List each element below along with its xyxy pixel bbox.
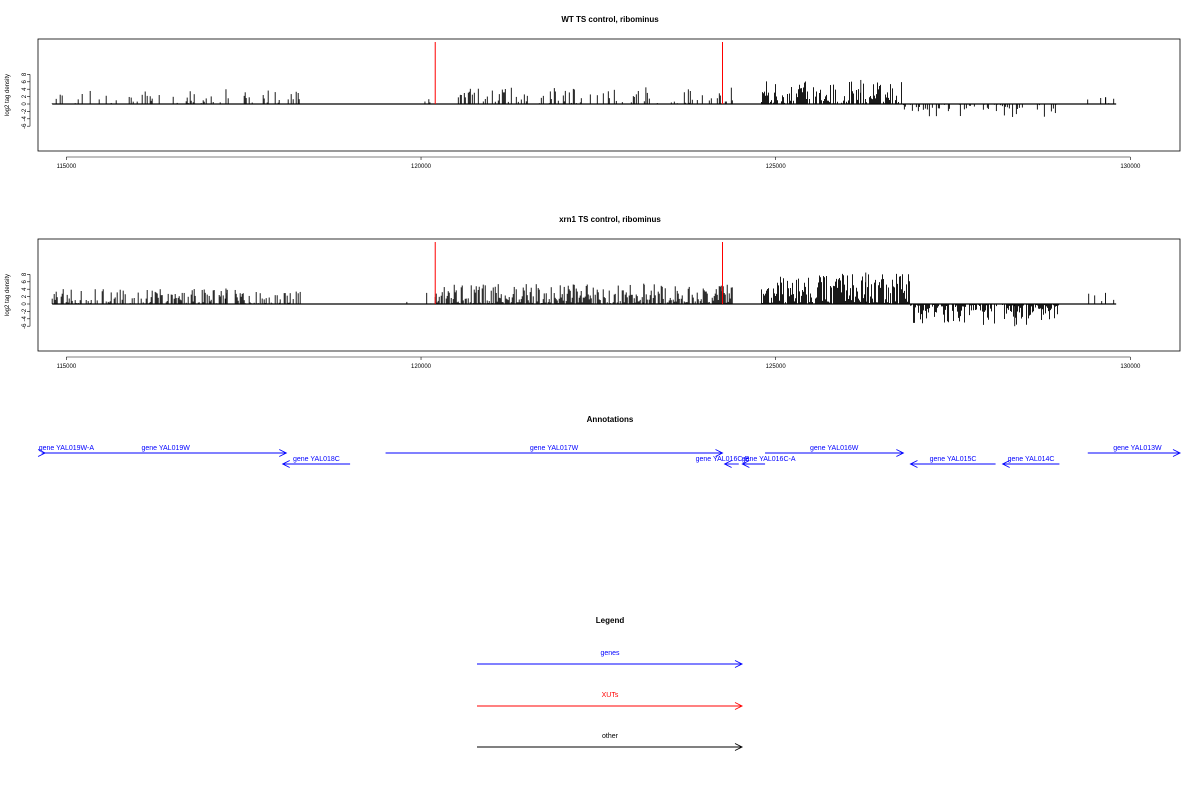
panel-1-plot: -6 -4-2 0 2 4 6 8 115000 120000 125000 130000 <box>22 42 1141 170</box>
gene-label: gene YAL014C <box>1008 456 1055 463</box>
legend-item-label: genes <box>600 650 620 657</box>
legend-item: XUTs <box>477 692 744 710</box>
y-tick-label: -4 <box>22 315 28 321</box>
y-tick-label: 2 <box>22 294 28 298</box>
y-tick-label: 0 <box>22 302 28 306</box>
x-tick-label: 120000 <box>411 164 432 170</box>
y-tick-label: 2 <box>22 94 28 98</box>
arrow-head <box>896 449 905 457</box>
gene-label: gene YAL016C-A <box>742 456 796 463</box>
y-tick-label: 4 <box>22 87 28 91</box>
y-tick-label: -2 <box>22 108 28 114</box>
y-tick-label: -6 <box>22 123 28 129</box>
x-tick-label: 130000 <box>1120 364 1141 370</box>
gene-label: gene YAL015C <box>930 456 977 463</box>
panel-2-ylabel: log2 tag density <box>5 274 11 316</box>
y-tick-label: 6 <box>22 79 28 83</box>
arrow-head <box>734 702 744 710</box>
arrow-head <box>281 460 290 468</box>
y-tick-label: 4 <box>22 287 28 291</box>
arrow-head <box>909 460 918 468</box>
panel-2-title: xrn1 TS control, ribominus <box>559 215 661 224</box>
gene-label: gene YAL016C-B <box>696 456 750 463</box>
x-tick-label: 130000 <box>1120 164 1141 170</box>
gene-annotation: gene YAL016W <box>765 445 905 457</box>
gene-label: gene YAL016W <box>810 445 859 452</box>
legend-item-label: other <box>602 733 619 740</box>
gene-annotation: gene YAL016C-B <box>696 456 750 468</box>
gene-annotations: gene YAL019W-A gene YAL019W gene YAL018C ge… <box>37 445 1182 468</box>
legend-item: other <box>477 733 744 751</box>
panel-2-frame <box>37 238 1181 352</box>
legend-item: genes <box>477 650 744 668</box>
gene-annotation: gene YAL015C <box>909 456 996 468</box>
gene-annotation: gene YAL016C-A <box>741 456 796 468</box>
gene-annotation: gene YAL014C <box>1001 456 1060 468</box>
legend-item-label: XUTs <box>602 692 619 699</box>
gene-annotation: gene YAL018C <box>281 456 351 468</box>
gene-label: gene YAL013W <box>1113 445 1162 452</box>
panel-1-frame <box>37 38 1181 152</box>
panel-1-ylabel: log2 tag density <box>5 74 11 116</box>
arrow-head <box>723 460 732 468</box>
panel-2-plot: -6 -4-2 0 2 4 6 8 115000 120000 125000 130000 <box>22 242 1141 370</box>
panel-1-title: WT TS control, ribominus <box>561 15 659 24</box>
legend: genes XUTs other <box>477 650 744 751</box>
arrow-head <box>1172 449 1182 457</box>
y-tick-label: 8 <box>22 272 28 276</box>
gene-label: gene YAL019W-A <box>39 445 95 452</box>
x-tick-label: 125000 <box>766 364 787 370</box>
annotations-title: Annotations <box>587 415 634 424</box>
gene-annotation: gene YAL019W-A <box>37 445 95 457</box>
y-tick-label: 6 <box>22 279 28 283</box>
arrow-head <box>741 460 750 468</box>
x-tick-label: 120000 <box>411 364 432 370</box>
gene-annotation: gene YAL013W <box>1087 445 1182 457</box>
y-tick-label: 8 <box>22 72 28 76</box>
arrow-head <box>734 743 744 751</box>
gene-label: gene YAL017W <box>530 445 579 452</box>
y-tick-label: -2 <box>22 308 28 314</box>
y-tick-label: -4 <box>22 115 28 121</box>
x-tick-label: 115000 <box>57 164 77 170</box>
y-tick-label: 0 <box>22 102 28 106</box>
arrow-head <box>1001 460 1010 468</box>
gene-label: gene YAL019W <box>141 445 190 452</box>
legend-title: Legend <box>596 616 625 625</box>
x-tick-label: 125000 <box>766 164 787 170</box>
arrow-head <box>715 449 724 457</box>
gene-annotation: gene YAL019W <box>45 445 288 457</box>
y-tick-label: -6 <box>22 323 28 329</box>
gene-annotation: gene YAL017W <box>385 445 724 457</box>
arrow-head <box>734 660 744 668</box>
gene-label: gene YAL018C <box>293 456 340 463</box>
x-tick-label: 115000 <box>57 364 77 370</box>
arrow-head <box>279 449 288 457</box>
